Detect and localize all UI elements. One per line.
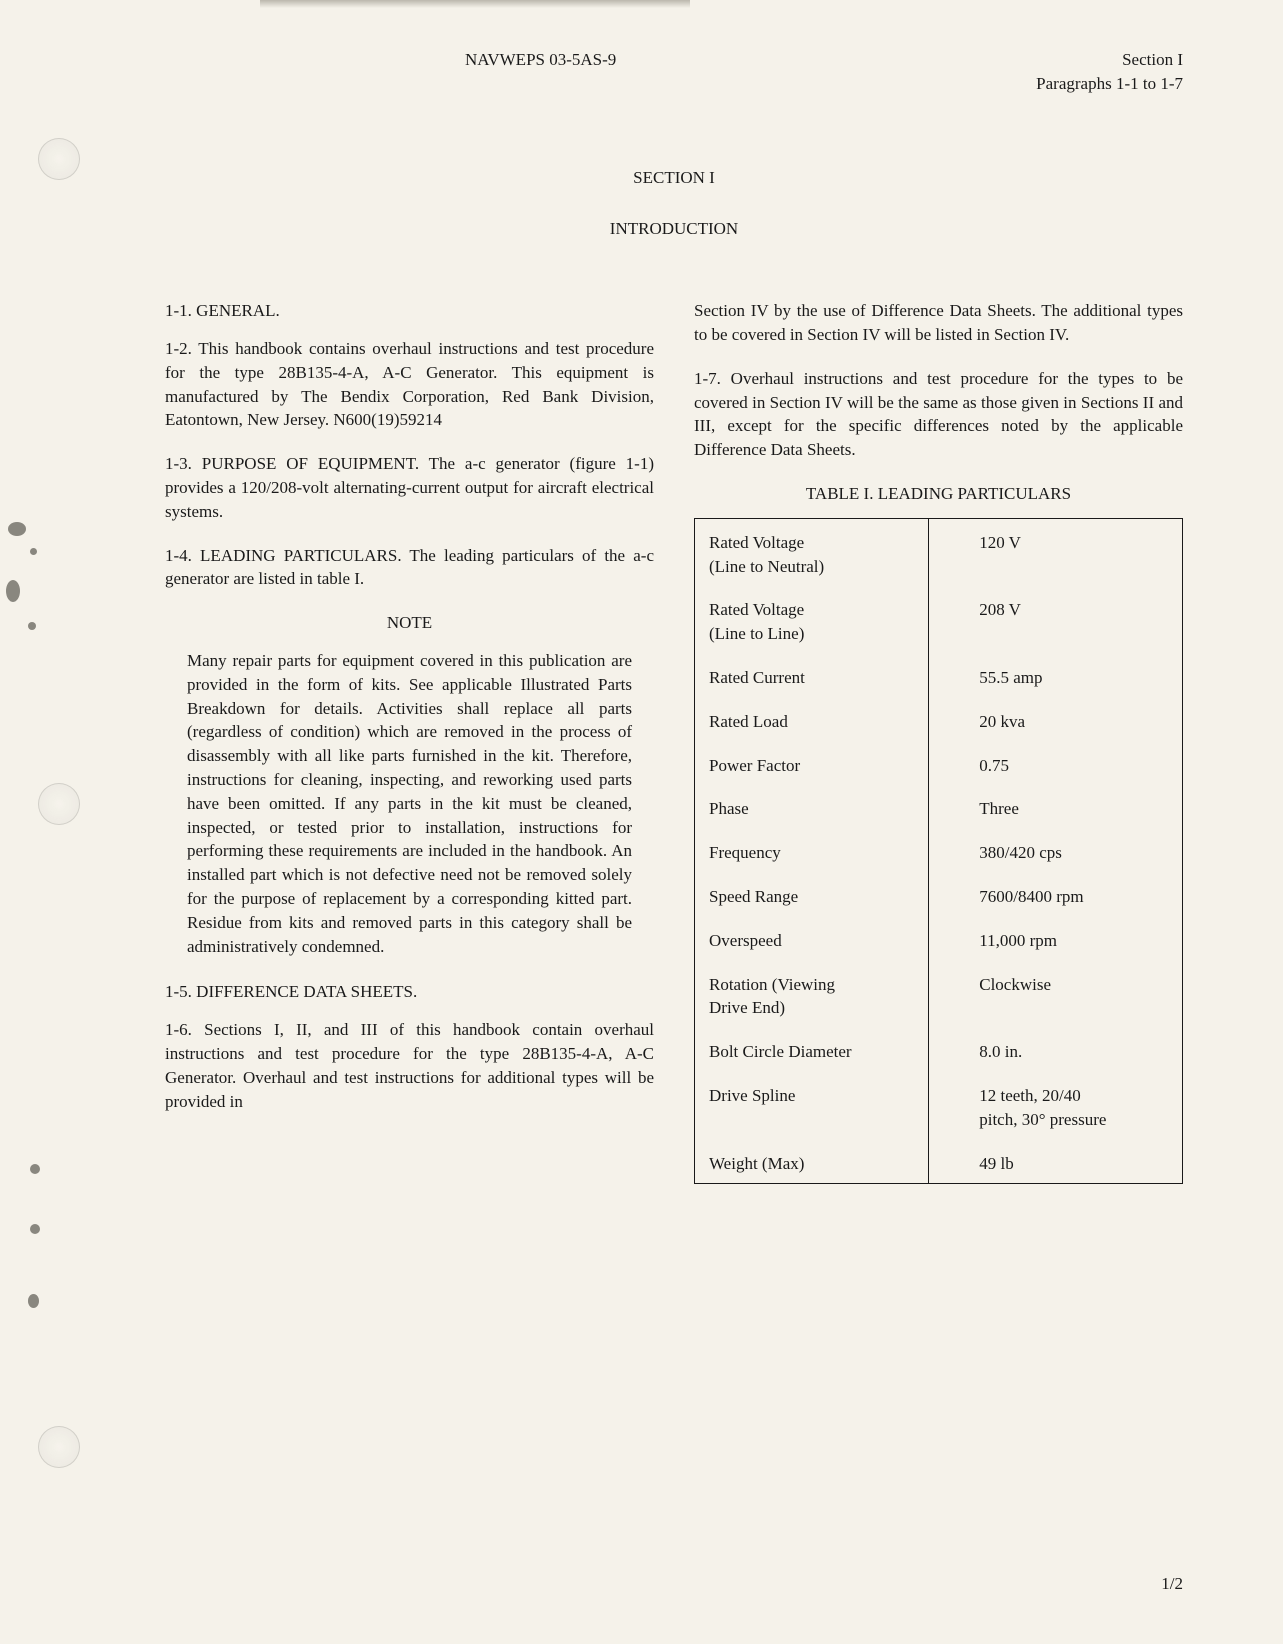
table-label-cell: Rated Voltage(Line to Line) (695, 586, 929, 654)
para-1-6: 1-6. Sections I, II, and III of this han… (165, 1018, 654, 1113)
table-value-cell: 11,000 rpm (929, 917, 1183, 961)
table-label-cell: Power Factor (695, 742, 929, 786)
scan-smudge (8, 522, 26, 536)
table-label-cell: Weight (Max) (695, 1140, 929, 1184)
paragraph-range: Paragraphs 1-1 to 1-7 (1036, 72, 1183, 96)
table-row: Rated Load 20 kva (695, 698, 1183, 742)
table-label-cell: Bolt Circle Diameter (695, 1028, 929, 1072)
table-value-cell: 20 kva (929, 698, 1183, 742)
table-value-cell: Three (929, 785, 1183, 829)
table-value-cell: 380/420 cps (929, 829, 1183, 873)
table-value-cell: 120 V (929, 518, 1183, 586)
header-right: Section I Paragraphs 1-1 to 1-7 (1036, 48, 1183, 96)
para-1-3: 1-3. PURPOSE OF EQUIPMENT. The a-c gener… (165, 452, 654, 523)
table-label-cell: Rated Load (695, 698, 929, 742)
right-column: Section IV by the use of Difference Data… (694, 299, 1183, 1184)
table-caption: TABLE I. LEADING PARTICULARS (694, 482, 1183, 506)
table-label-cell: Drive Spline (695, 1072, 929, 1140)
note-body: Many repair parts for equipment covered … (165, 649, 654, 958)
page-header: NAVWEPS 03-5AS-9 Section I Paragraphs 1-… (165, 48, 1183, 96)
table-row: Bolt Circle Diameter 8.0 in. (695, 1028, 1183, 1072)
table-row: Rotation (ViewingDrive End) Clockwise (695, 961, 1183, 1029)
punch-hole (38, 1426, 80, 1468)
scan-smudge (30, 548, 37, 555)
table-label-cell: Phase (695, 785, 929, 829)
table-label-cell: Rated Current (695, 654, 929, 698)
scan-smudge (28, 622, 36, 630)
table-value-cell: 208 V (929, 586, 1183, 654)
two-column-layout: 1-1. GENERAL. 1-2. This handbook contain… (165, 299, 1183, 1184)
table-value-cell: 0.75 (929, 742, 1183, 786)
table-row: Power Factor 0.75 (695, 742, 1183, 786)
para-1-4: 1-4. LEADING PARTICULARS. The leading pa… (165, 544, 654, 592)
table-row: Weight (Max) 49 lb (695, 1140, 1183, 1184)
note-heading: NOTE (165, 611, 654, 635)
table-row: Overspeed 11,000 rpm (695, 917, 1183, 961)
table-row: Rated Current 55.5 amp (695, 654, 1183, 698)
table-value-cell: Clockwise (929, 961, 1183, 1029)
table-value-cell: 7600/8400 rpm (929, 873, 1183, 917)
table-row: Rated Voltage(Line to Neutral) 120 V (695, 518, 1183, 586)
para-1-1-heading: 1-1. GENERAL. (165, 299, 654, 323)
table-label-cell: Rated Voltage(Line to Neutral) (695, 518, 929, 586)
para-1-2: 1-2. This handbook contains overhaul ins… (165, 337, 654, 432)
para-1-6-continued: Section IV by the use of Difference Data… (694, 299, 1183, 347)
page-number: 1/2 (1161, 1572, 1183, 1596)
table-row: Phase Three (695, 785, 1183, 829)
table-label-cell: Speed Range (695, 873, 929, 917)
table-value-cell: 55.5 amp (929, 654, 1183, 698)
para-1-7: 1-7. Overhaul instructions and test proc… (694, 367, 1183, 462)
punch-hole (38, 138, 80, 180)
table-row: Frequency 380/420 cps (695, 829, 1183, 873)
leading-particulars-table: Rated Voltage(Line to Neutral) 120 V Rat… (694, 518, 1183, 1185)
table-label-cell: Rotation (ViewingDrive End) (695, 961, 929, 1029)
table-row: Rated Voltage(Line to Line) 208 V (695, 586, 1183, 654)
scan-smudge (30, 1224, 40, 1234)
scan-smudge (28, 1294, 39, 1308)
section-subtitle: INTRODUCTION (165, 217, 1183, 241)
table-value-cell: 8.0 in. (929, 1028, 1183, 1072)
punch-hole (38, 783, 80, 825)
left-column: 1-1. GENERAL. 1-2. This handbook contain… (165, 299, 654, 1184)
doc-id: NAVWEPS 03-5AS-9 (465, 48, 616, 96)
table-label-cell: Overspeed (695, 917, 929, 961)
section-title: SECTION I (165, 166, 1183, 190)
table-row: Speed Range 7600/8400 rpm (695, 873, 1183, 917)
scan-smudge (6, 580, 20, 602)
table-value-cell: 49 lb (929, 1140, 1183, 1184)
table-label-cell: Frequency (695, 829, 929, 873)
table-row: Drive Spline 12 teeth, 20/40pitch, 30° p… (695, 1072, 1183, 1140)
scan-artifact-top-edge (260, 0, 690, 8)
para-1-5-heading: 1-5. DIFFERENCE DATA SHEETS. (165, 980, 654, 1004)
table-value-cell: 12 teeth, 20/40pitch, 30° pressure (929, 1072, 1183, 1140)
scan-smudge (30, 1164, 40, 1174)
section-label: Section I (1036, 48, 1183, 72)
